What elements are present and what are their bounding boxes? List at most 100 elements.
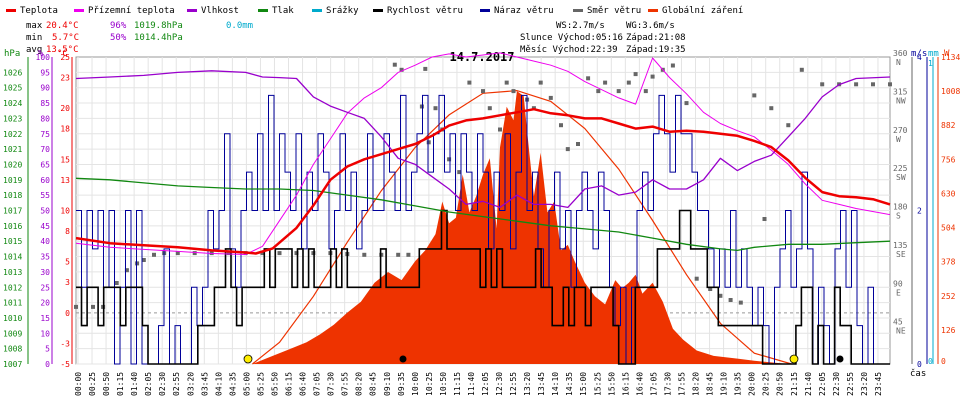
direction-point	[426, 140, 431, 145]
y-tick-direction-deg: 135	[893, 241, 908, 250]
legend-label: Globální záření	[662, 6, 743, 16]
y-tick-pct: 65	[40, 160, 50, 169]
direction-point	[769, 106, 774, 111]
y-tick-pct: 50	[40, 207, 50, 216]
y-tick-w: 1134	[941, 53, 960, 62]
y-tick-celsius: 8	[65, 227, 70, 236]
axis-label-hpa: hPa	[4, 49, 20, 59]
y-tick-mm: 1	[928, 59, 933, 68]
x-tick-label: 13:20	[523, 372, 532, 396]
x-tick-label: 03:20	[186, 372, 195, 396]
x-tick-label: 17:05	[649, 372, 658, 396]
y-tick-direction-name: S	[896, 212, 901, 221]
x-tick-label: 15:25	[593, 372, 602, 396]
direction-point	[91, 304, 95, 309]
x-tick-label: 12:30	[495, 372, 504, 396]
stat-max-press: 1019.8hPa	[134, 21, 183, 31]
y-tick-celsius: 20	[60, 104, 70, 113]
y-tick-w: 882	[941, 121, 956, 130]
direction-point	[175, 251, 180, 256]
y-tick-direction-deg: 90	[893, 279, 903, 288]
stat-max-rain: 0.0mm	[226, 21, 253, 31]
direction-point	[124, 268, 129, 273]
legend-label: Směr větru	[587, 6, 641, 16]
y-tick-w: 1008	[941, 87, 960, 96]
direction-point	[406, 252, 411, 257]
x-tick-label: 16:40	[635, 372, 644, 396]
chart-title: 14.7.2017	[449, 50, 514, 64]
direction-point	[433, 106, 438, 111]
y-tick-celsius: 3	[65, 278, 70, 287]
x-tick-label: 17:55	[677, 372, 686, 396]
y-tick-hpa: 1017	[3, 207, 22, 216]
series-line-humidity	[75, 70, 891, 209]
x-tick-label: 04:35	[228, 372, 237, 396]
x-axis-label: čas	[910, 368, 926, 379]
direction-point	[694, 276, 699, 281]
legend-swatch	[312, 9, 322, 12]
y-tick-pct: 15	[40, 314, 50, 323]
x-tick-label: 09:35	[397, 372, 406, 396]
x-tick-label: 07:55	[341, 372, 350, 396]
y-tick-pct: 60	[40, 176, 50, 185]
legend-swatch	[258, 9, 268, 12]
axis-label-celsius: °C	[57, 49, 68, 59]
direction-point	[399, 67, 404, 72]
x-tick-label: 21:15	[790, 372, 799, 396]
direction-point	[457, 170, 462, 175]
x-tick-label: 05:00	[242, 372, 251, 396]
x-tick-label: 08:45	[369, 372, 378, 396]
direction-point	[820, 82, 825, 87]
direction-point	[504, 80, 509, 85]
info-ws: WS:2.7m/s	[556, 21, 605, 31]
y-tick-hpa: 1021	[3, 145, 22, 154]
direction-point	[670, 63, 675, 68]
x-tick-label: 02:55	[172, 372, 181, 396]
x-tick-label: 22:30	[832, 372, 841, 396]
direction-point	[650, 74, 655, 79]
stat-max-temp: 20.4°C	[46, 21, 79, 31]
y-tick-celsius: 15	[60, 155, 70, 164]
line-series	[75, 52, 891, 255]
legend-label: Rychlost větru	[387, 6, 463, 16]
series-line-pressure	[75, 177, 891, 252]
moonrise-marker	[836, 355, 844, 363]
x-tick-label: 22:05	[818, 372, 827, 396]
y-tick-direction-name: NW	[896, 96, 906, 105]
y-tick-hpa: 1025	[3, 84, 22, 93]
legend: Teplota Přízemní teplota Vlhkost Tlak Srážky…	[6, 6, 743, 16]
axis-label-w: W	[944, 49, 950, 59]
y-tick-pct: 100	[36, 53, 51, 62]
direction-point	[684, 101, 689, 106]
direction-point	[481, 89, 485, 94]
direction-point	[294, 251, 299, 256]
x-tick-label: 01:15	[116, 372, 125, 396]
radiation-area	[252, 91, 789, 364]
x-tick-label: 12:05	[481, 372, 490, 396]
legend-swatch	[373, 9, 383, 12]
direction-point	[633, 72, 638, 77]
y-tick-hpa: 1015	[3, 237, 22, 246]
x-tick-label: 06:40	[299, 372, 308, 396]
x-tick-label: 00:00	[74, 372, 83, 396]
x-tick-label: 14:10	[551, 372, 560, 396]
x-tick-label: 10:50	[439, 372, 448, 396]
y-tick-hpa: 1007	[3, 360, 22, 369]
axis-label-mm: mm	[928, 49, 939, 59]
y-tick-hpa: 1008	[3, 345, 22, 354]
legend-label: Přízemní teplota	[88, 6, 175, 16]
x-tick-label: 10:00	[411, 372, 420, 396]
direction-point	[487, 106, 492, 111]
direction-point	[854, 82, 859, 87]
x-tick-label: 14:35	[565, 372, 574, 396]
y-tick-mm-zero: 0	[928, 357, 933, 366]
x-tick-label: 17:30	[663, 372, 672, 396]
x-tick-label: 23:45	[874, 372, 883, 396]
info-sun-set: Západ:21:08	[626, 33, 686, 43]
direction-point	[419, 104, 424, 109]
y-tick-direction-deg: 315	[893, 87, 908, 96]
direction-point	[423, 66, 428, 71]
stat-min-temp: 5.7°C	[52, 33, 79, 43]
y-tick-celsius: 23	[60, 73, 70, 82]
